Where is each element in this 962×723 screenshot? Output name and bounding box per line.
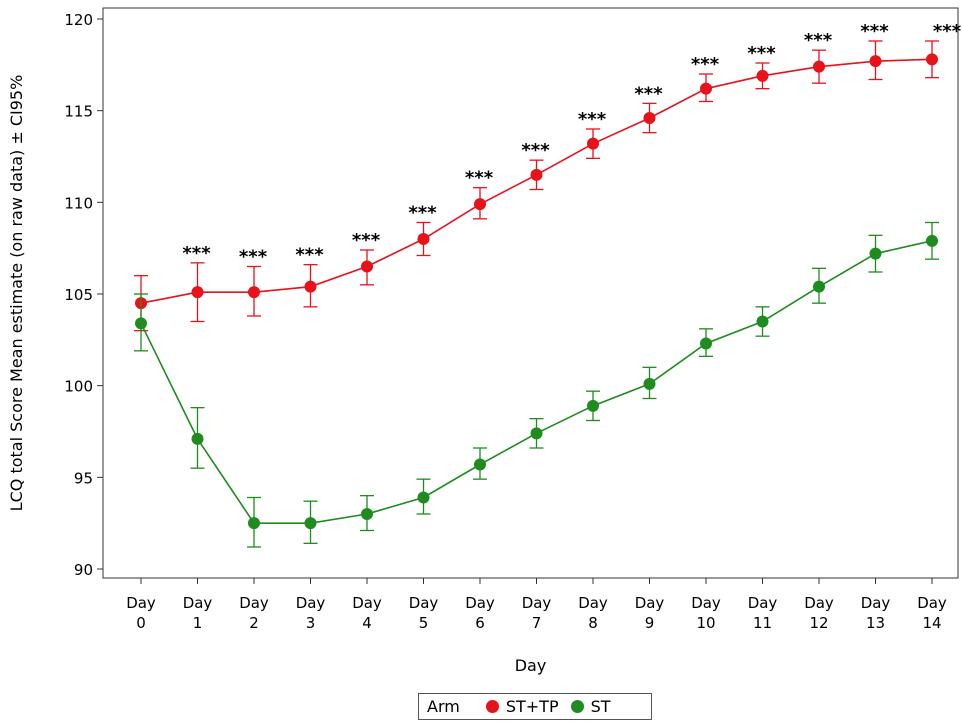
- data-point: [248, 517, 260, 530]
- significance-marker: ***: [804, 30, 833, 51]
- data-point: [926, 53, 938, 66]
- significance-marker: ***: [578, 109, 607, 130]
- y-tick-label: 105: [64, 286, 93, 304]
- data-point: [530, 168, 543, 181]
- x-tick-label: Day 14: [917, 594, 947, 632]
- legend-item-st-tp: ST+TP: [485, 697, 559, 716]
- data-point: [361, 508, 373, 520]
- x-tick-label: Day 1: [183, 594, 213, 632]
- legend: Arm ST+TP ST: [418, 693, 652, 720]
- series-line: [140, 240, 933, 524]
- x-tick-label: Day 5: [409, 594, 439, 632]
- series-layer: [134, 40, 939, 548]
- significance-marker: ***: [182, 243, 211, 264]
- significance-marker: ***: [239, 247, 268, 268]
- data-point: [530, 427, 543, 440]
- data-point: [813, 280, 825, 293]
- x-tick-label: Day 4: [352, 594, 382, 632]
- y-tick-label: 115: [64, 103, 93, 121]
- y-tick-label: 90: [74, 561, 93, 579]
- x-tick-label: Day 12: [804, 594, 834, 632]
- significance-marker: ***: [933, 21, 962, 42]
- data-point: [587, 137, 599, 150]
- x-tick-label: Day 6: [465, 594, 495, 632]
- data-point: [417, 491, 430, 504]
- y-axis-label: LCQ total Score Mean estimate (on raw da…: [7, 75, 26, 512]
- data-point: [474, 198, 486, 211]
- data-point: [135, 317, 147, 330]
- significance-marker: ***: [295, 245, 324, 266]
- x-tick-label: Day 3: [296, 594, 326, 632]
- x-tick-label: Day 10: [691, 594, 721, 632]
- plot-frame: [102, 7, 959, 579]
- y-tick-label: 100: [64, 378, 93, 396]
- x-tick-label: Day 7: [522, 594, 552, 632]
- x-tick-label: Day 11: [748, 594, 778, 632]
- data-point: [700, 337, 712, 350]
- significance-marker: ***: [521, 140, 550, 161]
- significance-markers: *** *** *** *** *** *** *** *** *** *** *** *** *** *…: [182, 21, 961, 268]
- data-point: [756, 315, 769, 328]
- data-point: [304, 280, 317, 293]
- data-point: [926, 234, 938, 247]
- y-tick-label: 110: [64, 194, 93, 212]
- legend-label-st: ST: [590, 697, 611, 716]
- data-point: [191, 286, 204, 299]
- data-point: [643, 112, 656, 124]
- data-point: [361, 260, 373, 273]
- data-point: [304, 517, 317, 530]
- x-tick-label: Day 8: [578, 594, 608, 632]
- series-st-tp: [134, 40, 939, 332]
- legend-marker-st: [570, 700, 584, 713]
- x-tick-label: Day 13: [861, 594, 891, 632]
- significance-marker: ***: [465, 168, 494, 189]
- significance-marker: ***: [408, 203, 437, 224]
- data-point: [643, 377, 656, 390]
- legend-marker-st-tp: [485, 700, 499, 713]
- y-tick-label: 120: [64, 11, 93, 29]
- data-point: [813, 60, 825, 73]
- significance-marker: ***: [747, 43, 776, 64]
- data-point: [700, 82, 712, 95]
- significance-marker: ***: [860, 21, 889, 42]
- legend-title: Arm: [427, 697, 460, 716]
- x-tick-label: Day 9: [635, 594, 665, 632]
- data-point: [248, 286, 260, 299]
- data-point: [587, 399, 599, 412]
- series-st: [134, 221, 939, 548]
- significance-marker: ***: [634, 83, 663, 104]
- x-tick-label: Day 2: [239, 594, 269, 632]
- significance-marker: ***: [352, 230, 381, 251]
- data-point: [417, 233, 430, 245]
- significance-marker: ***: [691, 54, 720, 75]
- data-point: [756, 69, 769, 82]
- x-tick-label: Day 0: [126, 594, 156, 632]
- y-tick-label: 95: [74, 469, 93, 487]
- legend-label-st-tp: ST+TP: [505, 697, 559, 716]
- data-point: [869, 55, 882, 68]
- x-axis-label: Day: [515, 656, 547, 675]
- data-point: [191, 432, 204, 445]
- legend-item-st: ST: [570, 697, 611, 716]
- data-point: [474, 458, 486, 471]
- axes: 90 95 100 105 110 115 120 Day 0 Day 1 Day 2 Day 3 Day 4 D…: [7, 7, 959, 675]
- data-point: [869, 247, 882, 260]
